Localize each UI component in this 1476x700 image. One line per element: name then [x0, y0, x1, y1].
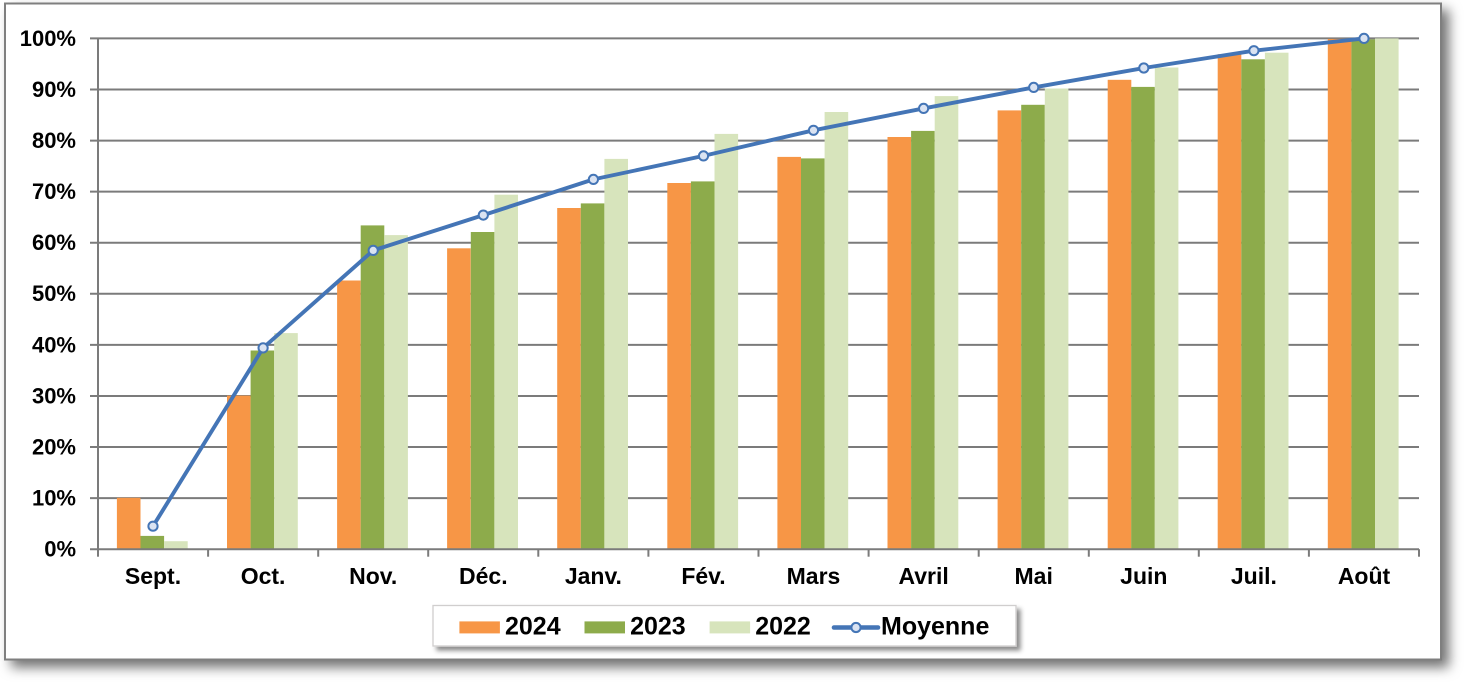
- svg-text:70%: 70%: [32, 179, 76, 204]
- svg-text:Mai: Mai: [1015, 563, 1053, 589]
- svg-text:2022: 2022: [755, 613, 811, 641]
- svg-text:Fév.: Fév.: [681, 563, 725, 589]
- svg-text:2024: 2024: [505, 613, 561, 641]
- svg-text:20%: 20%: [32, 434, 76, 459]
- svg-text:Juil.: Juil.: [1231, 563, 1277, 589]
- svg-text:Déc.: Déc.: [459, 563, 508, 589]
- svg-text:50%: 50%: [32, 281, 76, 306]
- svg-text:90%: 90%: [32, 77, 76, 102]
- svg-text:Mars: Mars: [787, 563, 841, 589]
- svg-text:40%: 40%: [32, 332, 76, 357]
- svg-text:Oct.: Oct.: [241, 563, 286, 589]
- svg-text:100%: 100%: [20, 26, 76, 51]
- svg-text:30%: 30%: [32, 383, 76, 408]
- svg-text:Janv.: Janv.: [565, 563, 622, 589]
- svg-text:Sept.: Sept.: [125, 563, 181, 589]
- svg-text:0%: 0%: [44, 537, 76, 562]
- svg-text:2023: 2023: [630, 613, 686, 641]
- svg-text:10%: 10%: [32, 486, 76, 511]
- svg-text:Juin: Juin: [1120, 563, 1167, 589]
- svg-text:Moyenne: Moyenne: [881, 613, 989, 641]
- svg-text:Avril: Avril: [898, 563, 948, 589]
- svg-text:Nov.: Nov.: [349, 563, 397, 589]
- svg-text:80%: 80%: [32, 128, 76, 153]
- svg-text:Août: Août: [1338, 563, 1391, 589]
- svg-text:60%: 60%: [32, 230, 76, 255]
